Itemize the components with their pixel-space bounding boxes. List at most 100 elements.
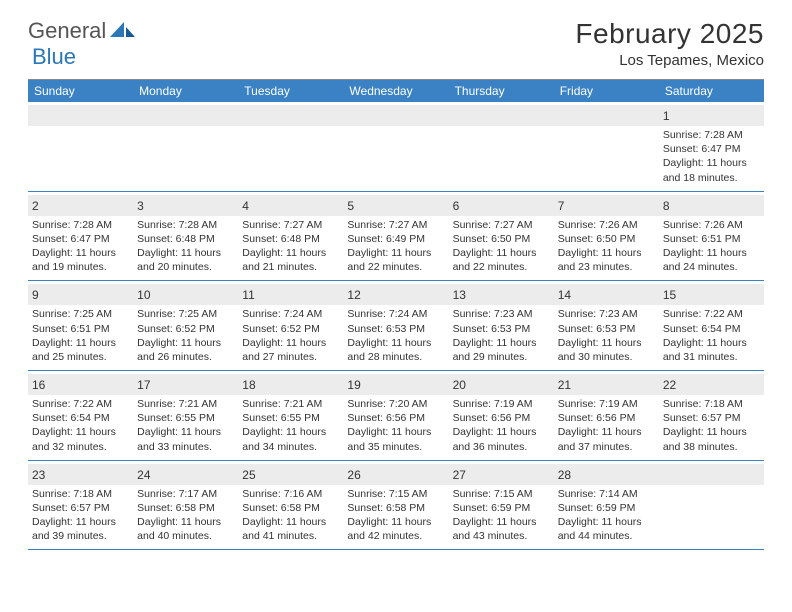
day-number-row: 23 (28, 464, 133, 485)
sunrise-text: Sunrise: 7:22 AM (663, 307, 760, 321)
day-cell: 20Sunrise: 7:19 AMSunset: 6:56 PMDayligh… (449, 371, 554, 460)
daylight-text: and 38 minutes. (663, 440, 760, 454)
day-number-row: 7 (554, 195, 659, 216)
day-number-row: 1 (659, 105, 764, 126)
day-info: Sunrise: 7:24 AMSunset: 6:52 PMDaylight:… (242, 307, 339, 364)
day-number-row: 2 (28, 195, 133, 216)
day-cell: 13Sunrise: 7:23 AMSunset: 6:53 PMDayligh… (449, 281, 554, 370)
day-number: 21 (558, 378, 571, 392)
sunset-text: Sunset: 6:49 PM (347, 232, 444, 246)
sunset-text: Sunset: 6:55 PM (137, 411, 234, 425)
daylight-text: and 25 minutes. (32, 350, 129, 364)
day-number: 18 (242, 378, 255, 392)
daylight-text: and 30 minutes. (558, 350, 655, 364)
sunset-text: Sunset: 6:58 PM (242, 501, 339, 515)
daylight-text: and 28 minutes. (347, 350, 444, 364)
week-row: 9Sunrise: 7:25 AMSunset: 6:51 PMDaylight… (28, 281, 764, 371)
day-number: 19 (347, 378, 360, 392)
day-number-row: 4 (238, 195, 343, 216)
day-cell: 12Sunrise: 7:24 AMSunset: 6:53 PMDayligh… (343, 281, 448, 370)
daylight-text: Daylight: 11 hours (347, 336, 444, 350)
sunrise-text: Sunrise: 7:27 AM (453, 218, 550, 232)
daylight-text: and 35 minutes. (347, 440, 444, 454)
day-number: 24 (137, 468, 150, 482)
sunrise-text: Sunrise: 7:28 AM (663, 128, 760, 142)
brand-part1: General (28, 18, 106, 44)
daylight-text: Daylight: 11 hours (32, 515, 129, 529)
daylight-text: Daylight: 11 hours (242, 336, 339, 350)
day-number: 10 (137, 288, 150, 302)
weekday-header: Tuesday (238, 80, 343, 102)
daylight-text: Daylight: 11 hours (242, 515, 339, 529)
daylight-text: Daylight: 11 hours (32, 336, 129, 350)
day-cell: 21Sunrise: 7:19 AMSunset: 6:56 PMDayligh… (554, 371, 659, 460)
day-cell (554, 102, 659, 191)
day-cell: 11Sunrise: 7:24 AMSunset: 6:52 PMDayligh… (238, 281, 343, 370)
day-number: 16 (32, 378, 45, 392)
sunset-text: Sunset: 6:56 PM (558, 411, 655, 425)
sunset-text: Sunset: 6:59 PM (453, 501, 550, 515)
day-number: 15 (663, 288, 676, 302)
sunrise-text: Sunrise: 7:20 AM (347, 397, 444, 411)
sunset-text: Sunset: 6:59 PM (558, 501, 655, 515)
day-info: Sunrise: 7:26 AMSunset: 6:50 PMDaylight:… (558, 218, 655, 275)
daylight-text: Daylight: 11 hours (558, 515, 655, 529)
daylight-text: and 24 minutes. (663, 260, 760, 274)
day-number-row: 18 (238, 374, 343, 395)
weekday-header-row: Sunday Monday Tuesday Wednesday Thursday… (28, 80, 764, 102)
sunrise-text: Sunrise: 7:28 AM (137, 218, 234, 232)
day-cell: 8Sunrise: 7:26 AMSunset: 6:51 PMDaylight… (659, 192, 764, 281)
sunrise-text: Sunrise: 7:16 AM (242, 487, 339, 501)
day-info: Sunrise: 7:15 AMSunset: 6:59 PMDaylight:… (453, 487, 550, 544)
daylight-text: and 37 minutes. (558, 440, 655, 454)
day-info: Sunrise: 7:21 AMSunset: 6:55 PMDaylight:… (137, 397, 234, 454)
daylight-text: and 31 minutes. (663, 350, 760, 364)
day-number-row: 21 (554, 374, 659, 395)
day-number-row: 3 (133, 195, 238, 216)
daylight-text: Daylight: 11 hours (453, 246, 550, 260)
day-number: 27 (453, 468, 466, 482)
day-number-row: 8 (659, 195, 764, 216)
day-cell: 27 Sunrise: 7:15 AMSunset: 6:59 PMDayligh… (449, 461, 554, 550)
day-cell: 10Sunrise: 7:25 AMSunset: 6:52 PMDayligh… (133, 281, 238, 370)
day-cell: 14Sunrise: 7:23 AMSunset: 6:53 PMDayligh… (554, 281, 659, 370)
day-cell: 25Sunrise: 7:16 AMSunset: 6:58 PMDayligh… (238, 461, 343, 550)
day-number: 2 (32, 199, 39, 213)
daylight-text: and 32 minutes. (32, 440, 129, 454)
day-cell: 18Sunrise: 7:21 AMSunset: 6:55 PMDayligh… (238, 371, 343, 460)
daylight-text: Daylight: 11 hours (453, 336, 550, 350)
sunrise-text: Sunrise: 7:26 AM (663, 218, 760, 232)
day-number-row: 14 (554, 284, 659, 305)
daylight-text: and 27 minutes. (242, 350, 339, 364)
sunset-text: Sunset: 6:53 PM (453, 322, 550, 336)
sunset-text: Sunset: 6:48 PM (242, 232, 339, 246)
day-number: 6 (453, 199, 460, 213)
daylight-text: and 33 minutes. (137, 440, 234, 454)
day-number-row: 26 (343, 464, 448, 485)
day-cell (238, 102, 343, 191)
day-number-row: 13 (449, 284, 554, 305)
day-number-row: 24 (133, 464, 238, 485)
week-row: 1Sunrise: 7:28 AMSunset: 6:47 PMDaylight… (28, 102, 764, 192)
sunrise-text: Sunrise: 7:18 AM (663, 397, 760, 411)
sunrise-text: Sunrise: 7:15 AM (347, 487, 444, 501)
sunrise-text: Sunrise: 7:21 AM (242, 397, 339, 411)
sunrise-text: Sunrise: 7:24 AM (242, 307, 339, 321)
sunset-text: Sunset: 6:52 PM (242, 322, 339, 336)
day-info: Sunrise: 7:22 AMSunset: 6:54 PMDaylight:… (32, 397, 129, 454)
day-number-row: 6 (449, 195, 554, 216)
daylight-text: Daylight: 11 hours (663, 246, 760, 260)
day-cell: 4Sunrise: 7:27 AMSunset: 6:48 PMDaylight… (238, 192, 343, 281)
day-info: Sunrise: 7:28 AMSunset: 6:48 PMDaylight:… (137, 218, 234, 275)
sunset-text: Sunset: 6:56 PM (453, 411, 550, 425)
sunset-text: Sunset: 6:47 PM (663, 142, 760, 156)
day-cell: 24Sunrise: 7:17 AMSunset: 6:58 PMDayligh… (133, 461, 238, 550)
day-info: Sunrise: 7:24 AMSunset: 6:53 PMDaylight:… (347, 307, 444, 364)
sunset-text: Sunset: 6:51 PM (32, 322, 129, 336)
day-cell (133, 102, 238, 191)
day-number-row (554, 105, 659, 126)
day-number: 14 (558, 288, 571, 302)
day-number: 9 (32, 288, 39, 302)
day-number: 5 (347, 199, 354, 213)
day-info: Sunrise: 7:19 AMSunset: 6:56 PMDaylight:… (453, 397, 550, 454)
